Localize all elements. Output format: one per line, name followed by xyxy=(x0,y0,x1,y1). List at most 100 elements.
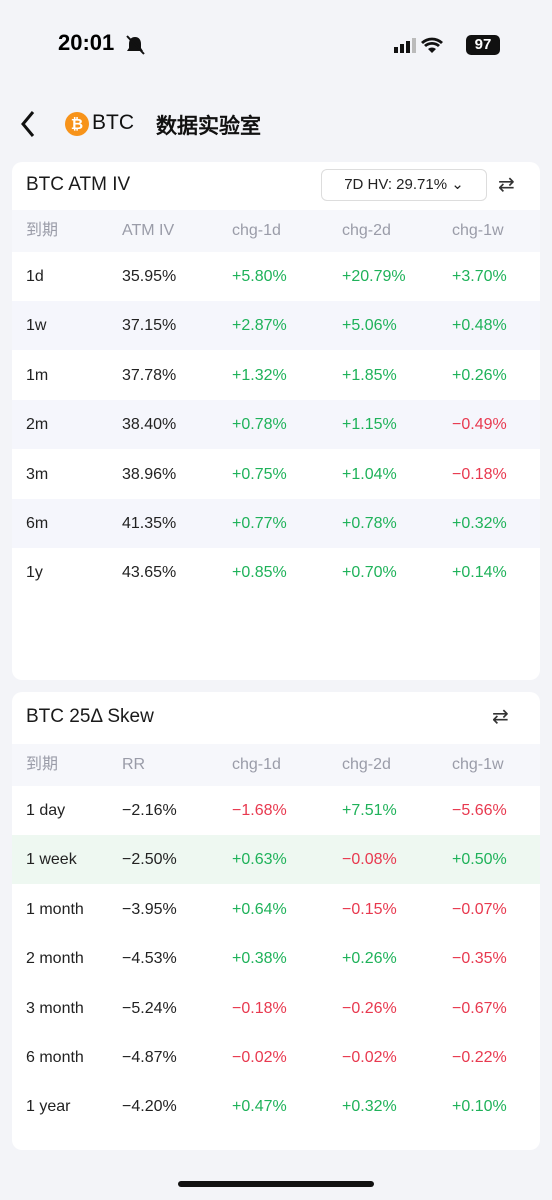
cell: +2.87% xyxy=(232,317,287,335)
cell: +7.51% xyxy=(342,802,397,819)
table-row: 2 month −4.53% +0.38% +0.26% −0.35% xyxy=(12,934,540,983)
cell: +1.04% xyxy=(342,465,397,483)
cell: 38.96% xyxy=(122,465,177,483)
column-header: ATM IV xyxy=(122,222,175,239)
cell: +0.70% xyxy=(342,564,397,582)
swap-button[interactable]: ⇄ xyxy=(498,174,515,196)
cell: −0.35% xyxy=(452,950,507,968)
card-title: BTC ATM IV xyxy=(26,174,131,195)
cell: 1y xyxy=(26,564,43,582)
cell: +1.32% xyxy=(232,366,287,384)
swap-button[interactable]: ⇄ xyxy=(492,706,509,728)
cell: 3m xyxy=(26,465,49,483)
cell: 1w xyxy=(26,317,47,335)
card-title: BTC 25Δ Skew xyxy=(26,706,154,727)
cell: 1d xyxy=(26,268,44,285)
cell: 43.65% xyxy=(122,564,177,582)
table-row: 1 month −3.95% +0.64% −0.15% −0.07% xyxy=(12,885,540,934)
column-header: RR xyxy=(122,756,146,773)
cell: +1.15% xyxy=(342,416,397,434)
cell: +0.26% xyxy=(452,366,507,384)
cell: −5.66% xyxy=(452,802,507,819)
cell: −0.18% xyxy=(452,465,507,483)
column-header: 到期 xyxy=(26,756,59,773)
cell: +0.47% xyxy=(232,1098,287,1116)
cell: 1 year xyxy=(26,1098,71,1116)
atm-iv-card: BTC ATM IV 7D HV: 29.71% ⌄ ⇄ 到期 ATM IV chg… xyxy=(12,162,540,680)
cell: −1.68% xyxy=(232,802,287,819)
table-row: 1 week −2.50% +0.63% −0.08% +0.50% xyxy=(12,835,540,885)
cell: +0.64% xyxy=(232,900,287,918)
cell: +0.32% xyxy=(342,1098,397,1116)
cell: 1 month xyxy=(26,900,84,918)
column-header: chg-2d xyxy=(342,222,391,239)
cell: −4.87% xyxy=(122,1049,177,1066)
table-row: 1w 37.15% +2.87% +5.06% +0.48% xyxy=(12,301,540,351)
table-row: 3 month −5.24% −0.18% −0.26% −0.67% xyxy=(12,984,540,1033)
cell: 1m xyxy=(26,366,49,384)
table-row: 1d 35.95% +5.80% +20.79% +3.70% xyxy=(12,252,540,301)
btc-icon: ₿ xyxy=(65,112,89,136)
cell: 1 week xyxy=(26,851,77,869)
cell: −5.24% xyxy=(122,999,177,1017)
cell: −0.07% xyxy=(452,900,507,918)
battery: 97 xyxy=(466,35,500,55)
back-button[interactable] xyxy=(16,108,40,140)
cell: 1 day xyxy=(26,802,66,819)
cell: 38.40% xyxy=(122,416,177,434)
column-header: chg-1d xyxy=(232,756,281,773)
cell: +5.06% xyxy=(342,317,397,335)
cell: 6 month xyxy=(26,1049,84,1066)
hv-text: 7D HV: 29.71% xyxy=(344,176,448,193)
cell: −0.02% xyxy=(232,1049,287,1066)
skew-card: BTC 25Δ Skew ⇄ 到期 RR chg-1d chg-2d chg-1w 1 … xyxy=(12,692,540,1150)
cell: +0.14% xyxy=(452,564,507,582)
coin-name[interactable]: BTC xyxy=(92,111,134,134)
cell: 35.95% xyxy=(122,268,177,285)
cell: −0.67% xyxy=(452,999,507,1017)
table-row: 1 year −4.20% +0.47% +0.32% +0.10% xyxy=(12,1082,540,1131)
cell: +0.50% xyxy=(452,851,507,869)
table-row: 6m 41.35% +0.77% +0.78% +0.32% xyxy=(12,499,540,548)
cell: 2m xyxy=(26,416,49,434)
table-row: 2m 38.40% +0.78% +1.15% −0.49% xyxy=(12,400,540,450)
cell: +0.77% xyxy=(232,515,287,532)
cell: 3 month xyxy=(26,999,84,1017)
cell: +0.78% xyxy=(232,416,287,434)
table-row: 1m 37.78% +1.32% +1.85% +0.26% xyxy=(12,351,540,400)
hv-dropdown[interactable]: 7D HV: 29.71% ⌄ xyxy=(321,169,487,201)
page-title: 数据实验室 xyxy=(156,115,261,138)
cell: −0.18% xyxy=(232,999,287,1017)
cell: +0.26% xyxy=(342,950,397,968)
cell: +0.85% xyxy=(232,564,287,582)
svg-text:₿: ₿ xyxy=(71,116,83,133)
cell: 2 month xyxy=(26,950,84,968)
cell: +0.10% xyxy=(452,1098,507,1116)
column-header: chg-1w xyxy=(452,222,504,239)
column-header: chg-1d xyxy=(232,222,281,239)
cell: +1.85% xyxy=(342,366,397,384)
home-indicator xyxy=(178,1181,374,1187)
column-header: chg-1w xyxy=(452,756,504,773)
cell: +0.63% xyxy=(232,851,287,869)
time: 20:01 xyxy=(58,30,115,55)
cell: 37.15% xyxy=(122,317,177,335)
cell: 41.35% xyxy=(122,515,177,532)
cell: +0.78% xyxy=(342,515,397,532)
table-row: 3m 38.96% +0.75% +1.04% −0.18% xyxy=(12,450,540,499)
cell: −0.22% xyxy=(452,1049,507,1066)
cell: −0.15% xyxy=(342,900,397,918)
cell: −0.02% xyxy=(342,1049,397,1066)
cell: +0.38% xyxy=(232,950,287,968)
cell: −2.50% xyxy=(122,851,177,869)
cell: −0.26% xyxy=(342,999,397,1017)
column-header: chg-2d xyxy=(342,756,391,773)
cell: +0.75% xyxy=(232,465,287,483)
table-header: 到期 ATM IV chg-1d chg-2d chg-1w xyxy=(12,210,540,252)
cell: −2.16% xyxy=(122,802,177,819)
signal-wifi xyxy=(394,37,443,53)
cell: −0.08% xyxy=(342,851,397,869)
table-header-wrap: 到期 RR chg-1d chg-2d chg-1w xyxy=(12,744,540,786)
cell: +5.80% xyxy=(232,268,287,285)
